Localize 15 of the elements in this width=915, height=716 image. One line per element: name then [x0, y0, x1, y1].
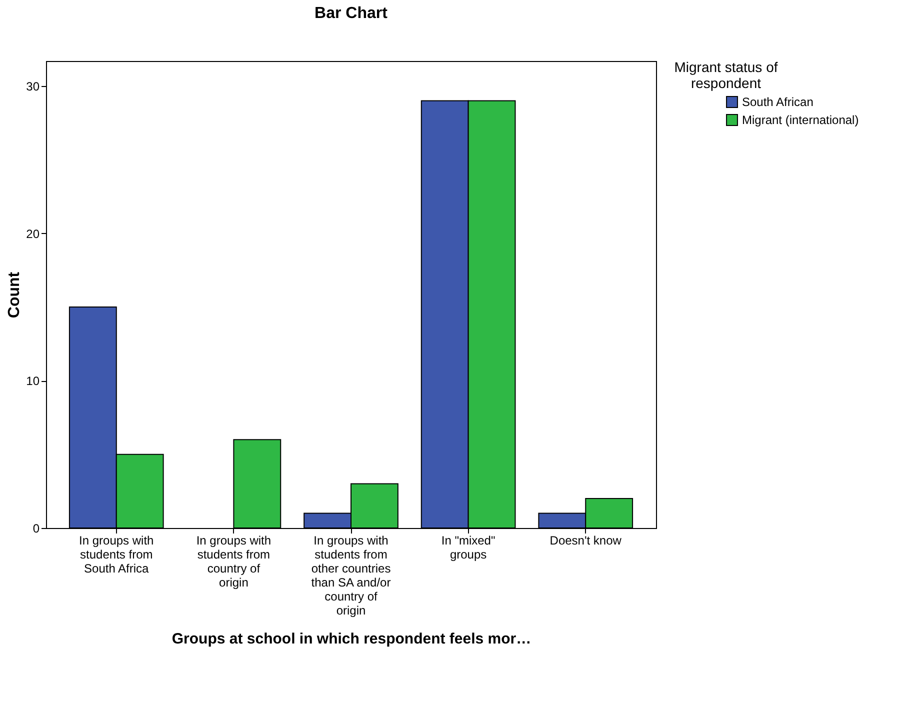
chart-title: Bar Chart [314, 5, 388, 22]
x-tick-label: Doesn't know [550, 534, 622, 548]
x-tick-label: In groups with students from country of origin [196, 534, 272, 590]
legend-label: South African [742, 95, 814, 109]
y-tick-label: 10 [26, 374, 40, 388]
y-tick-label: 0 [32, 522, 40, 536]
x-tick-label: In groups with students from other countries than SA and/or country of origin [311, 534, 391, 618]
y-tick-label: 20 [26, 226, 40, 241]
y-tick-label: 30 [26, 80, 40, 94]
legend-label: Migrant (international) [742, 113, 859, 127]
y-axis-title: Count [6, 271, 24, 318]
x-tick-label: In groups with students from South Africa [79, 534, 154, 576]
x-axis-title: Groups at school in which respondent feels mor… [172, 630, 532, 648]
x-tick-label: In "mixed" groups [441, 534, 496, 562]
legend-title: Migrant status of respondent [674, 59, 778, 91]
